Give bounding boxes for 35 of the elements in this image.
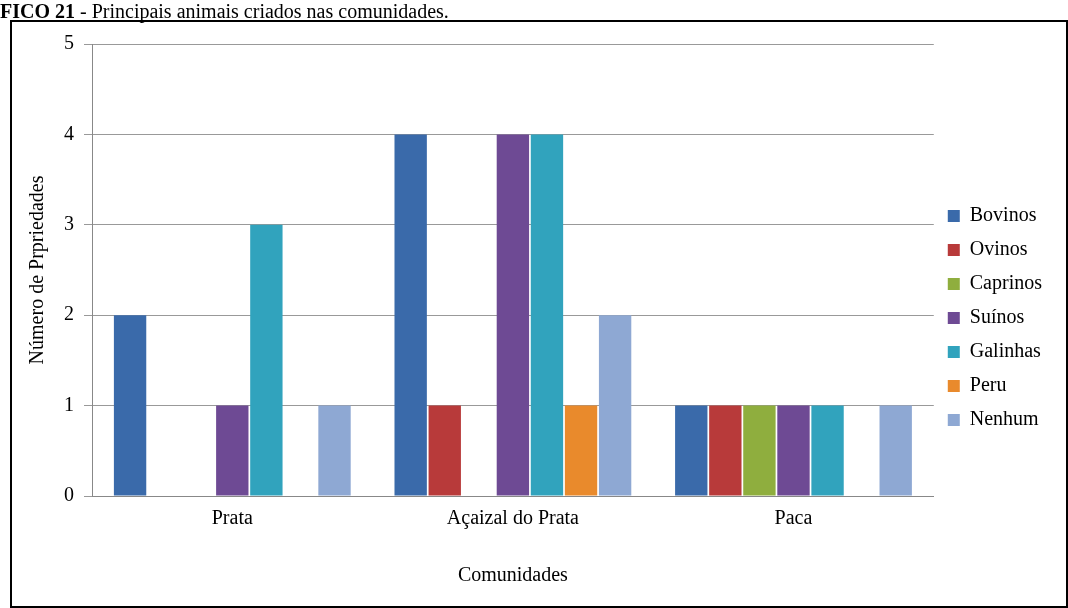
x-tick-label: Prata bbox=[211, 506, 253, 529]
bar bbox=[811, 405, 844, 496]
bar bbox=[879, 405, 912, 496]
bar bbox=[777, 405, 810, 496]
y-tick-label: 5 bbox=[64, 31, 74, 54]
legend-label: Bovinos bbox=[969, 203, 1037, 226]
legend-label: Ovinos bbox=[969, 237, 1028, 260]
bar bbox=[530, 134, 564, 496]
bar bbox=[394, 134, 427, 496]
y-tick-label: 2 bbox=[64, 302, 74, 325]
chart-title: FICO 21 - Principais animais criados nas comunidades. bbox=[0, 0, 449, 22]
y-tick-label: 4 bbox=[64, 121, 74, 144]
legend-label: Nenhum bbox=[969, 407, 1040, 430]
bar bbox=[675, 405, 708, 496]
bar bbox=[709, 405, 742, 496]
bar bbox=[428, 405, 461, 496]
bar bbox=[496, 134, 530, 496]
legend-label: Galinhas bbox=[969, 339, 1042, 362]
x-axis-title: Comunidades bbox=[457, 563, 569, 586]
y-tick-label: 3 bbox=[64, 212, 74, 235]
legend-label: Peru bbox=[969, 373, 1007, 396]
bar bbox=[250, 224, 283, 496]
bar bbox=[318, 405, 351, 496]
x-tick-label: Paca bbox=[774, 506, 813, 529]
bar bbox=[743, 405, 776, 496]
x-tick-label: Açaizal do Prata bbox=[446, 506, 580, 530]
bar bbox=[113, 315, 147, 496]
y-tick-label: 0 bbox=[64, 483, 74, 506]
bar bbox=[216, 405, 249, 496]
y-tick-label: 1 bbox=[64, 392, 74, 415]
bar bbox=[598, 315, 632, 496]
bar bbox=[564, 405, 598, 496]
legend-label: Caprinos bbox=[969, 271, 1043, 295]
legend-label: Suínos bbox=[969, 305, 1025, 328]
y-axis-title: Número de Prpriedades bbox=[25, 175, 49, 365]
